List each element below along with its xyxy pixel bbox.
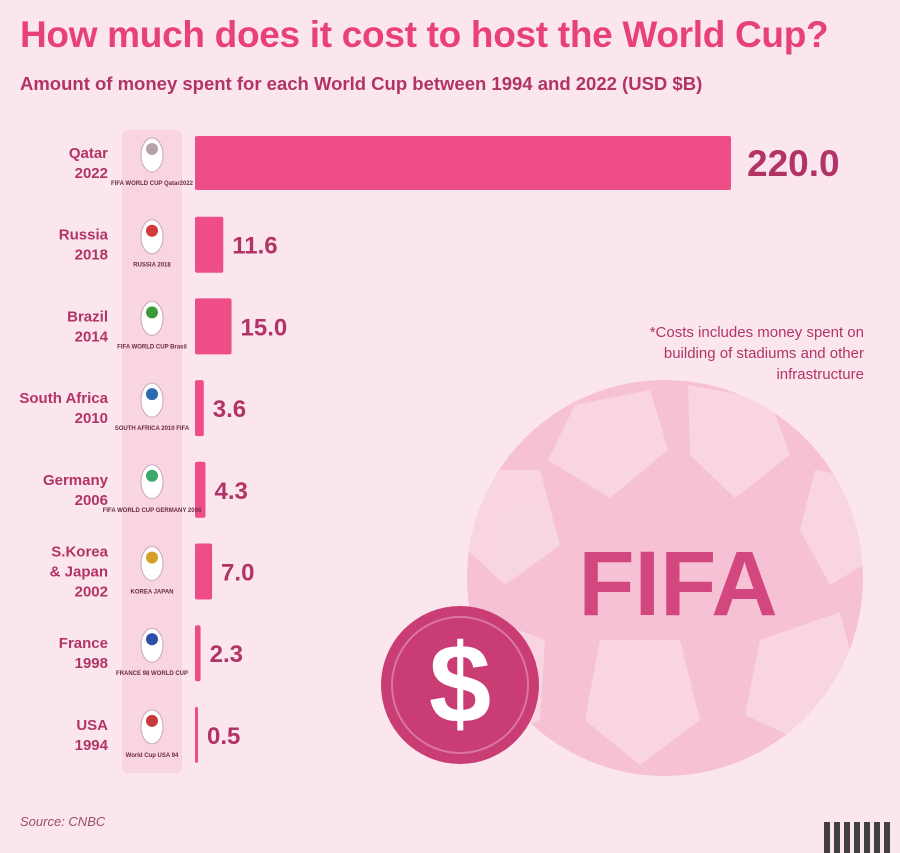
- emblem-caption: FIFA WORLD CUP GERMANY 2006: [103, 508, 202, 514]
- source-label: Source: CNBC: [20, 814, 106, 829]
- brazil-2014-emblem-icon: FIFA WORLD CUP Brasil: [117, 300, 187, 350]
- south-africa-2010-emblem-icon: SOUTH AFRICA 2010 FIFA: [115, 382, 190, 432]
- emblem-caption: RUSSIA 2018: [133, 263, 171, 269]
- chart-title: How much does it cost to host the World …: [20, 14, 829, 55]
- category-label: 1998: [75, 655, 108, 672]
- category-label: 2002: [75, 584, 108, 601]
- logo-strip: [122, 130, 182, 773]
- chart-subtitle: Amount of money spent for each World Cup…: [20, 73, 703, 94]
- category-label: 2006: [75, 492, 108, 509]
- value-label: 220.0: [747, 143, 840, 184]
- value-label: 15.0: [241, 314, 288, 341]
- bar: [195, 298, 232, 355]
- value-label: 2.3: [210, 641, 243, 668]
- qr-code-icon: [824, 822, 894, 853]
- dollar-symbol: $: [429, 621, 491, 746]
- category-label: France: [59, 635, 108, 652]
- dollar-coin-icon: $: [381, 606, 539, 764]
- bar: [195, 216, 224, 273]
- bar: [195, 136, 731, 190]
- soccer-ball-icon: FIFA: [467, 380, 863, 776]
- value-label: 7.0: [221, 560, 254, 587]
- value-label: 4.3: [214, 478, 247, 505]
- bar: [195, 706, 198, 763]
- category-label: 2018: [75, 247, 108, 264]
- category-label: 1994: [75, 737, 109, 754]
- emblem-caption: World Cup USA 94: [126, 753, 179, 759]
- usa-1994-emblem-icon: World Cup USA 94: [126, 709, 179, 759]
- category-label: & Japan: [50, 564, 108, 581]
- category-label: 2010: [75, 410, 108, 427]
- category-label: Qatar: [69, 145, 108, 162]
- category-label: South Africa: [19, 390, 108, 407]
- emblem-caption: FRANCE 98 WORLD CUP: [116, 671, 188, 677]
- fifa-wordmark: FIFA: [578, 533, 777, 635]
- russia-2018-emblem-icon: RUSSIA 2018: [133, 219, 171, 269]
- germany-2006-emblem-icon: FIFA WORLD CUP GERMANY 2006: [103, 464, 202, 514]
- value-label: 11.6: [232, 233, 277, 260]
- emblem-caption: SOUTH AFRICA 2010 FIFA: [115, 426, 190, 432]
- qatar-2022-emblem-icon: FIFA WORLD CUP Qatar2022: [111, 137, 194, 187]
- bar: [195, 543, 213, 600]
- bar: [195, 625, 201, 682]
- bar: [195, 461, 206, 518]
- category-label: Germany: [43, 472, 109, 489]
- emblem-caption: FIFA WORLD CUP Brasil: [117, 344, 187, 350]
- france-1998-emblem-icon: FRANCE 98 WORLD CUP: [116, 627, 188, 677]
- emblem-caption: KOREA JAPAN: [130, 590, 173, 596]
- footnote: *Costs includes money spent on building …: [649, 324, 864, 383]
- category-label: Brazil: [67, 308, 108, 325]
- category-label: 2014: [75, 328, 109, 345]
- category-label: Russia: [59, 227, 109, 244]
- category-label: USA: [76, 717, 108, 734]
- category-label: 2022: [75, 165, 108, 182]
- category-label: S.Korea: [51, 544, 108, 561]
- bar: [195, 380, 204, 437]
- value-label: 3.6: [213, 396, 246, 423]
- value-label: 0.5: [207, 723, 240, 750]
- emblem-caption: FIFA WORLD CUP Qatar2022: [111, 181, 194, 187]
- korea-japan-2002-emblem-icon: KOREA JAPAN: [130, 546, 174, 596]
